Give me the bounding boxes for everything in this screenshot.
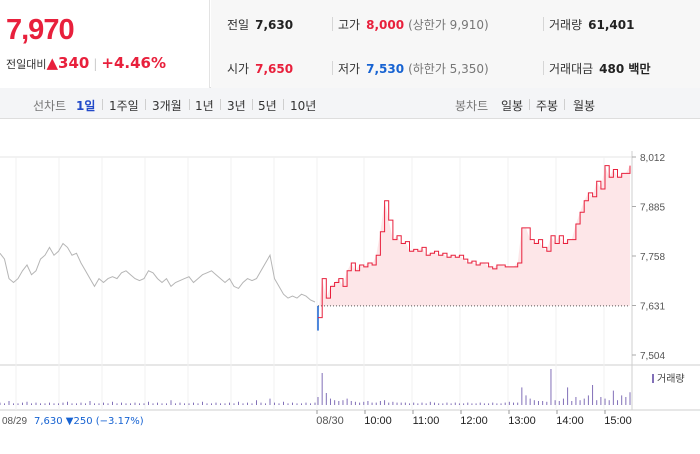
candle-chart-label: 봉차트: [455, 99, 489, 113]
change-divider: |: [93, 57, 98, 71]
prev-day-summary: 7,630 ▼250 (−3.17%): [34, 416, 144, 427]
x-label-5: 14:00: [556, 415, 584, 427]
price-change: 전일대비▲340 | +4.46%: [6, 54, 166, 72]
prev-day-line: [0, 242, 316, 303]
volume-legend-swatch: [652, 374, 654, 383]
tab-10y[interactable]: 10년: [290, 99, 317, 113]
open-price: 시가 7,650: [227, 62, 294, 76]
x-label-3: 12:00: [460, 415, 488, 427]
x-label-1: 10:00: [364, 415, 392, 427]
change-label: 전일대비: [6, 58, 47, 71]
y-tick-label-4: 7,504: [640, 351, 665, 362]
chart-tabs: 선차트 1일 1주일 3개월 1년 3년 5년 10년 봉차트 일봉 주봉 월봉: [0, 88, 700, 119]
tab-3y[interactable]: 3년: [227, 99, 246, 113]
tab-weekly[interactable]: 주봉: [536, 99, 559, 113]
y-tick-label-2: 7,758: [640, 252, 665, 263]
prev-close: 전일 7,630: [227, 18, 294, 32]
today-area-fill: [318, 165, 630, 318]
volume: 거래량 61,401: [549, 18, 635, 32]
today-price-line: [318, 165, 631, 319]
day-high: 고가 8,000 (상한가 9,910): [338, 18, 489, 32]
tab-monthly[interactable]: 월봉: [573, 99, 596, 113]
price-box: 7,970 전일대비▲340 | +4.46%: [0, 0, 210, 88]
x-label-2: 11:00: [413, 415, 440, 427]
x-label-0: 08/30: [316, 415, 344, 427]
current-price: 7,970: [6, 14, 75, 46]
volume-legend-label: 거래량: [657, 373, 685, 385]
y-tick-label-0: 8,012: [640, 153, 665, 164]
tab-1y[interactable]: 1년: [195, 99, 214, 113]
tab-5y[interactable]: 5년: [258, 99, 277, 113]
tab-3m[interactable]: 3개월: [152, 99, 182, 113]
price-chart: 8,012 7,885 7,758 7,631 7,504 거래량 08/29 7,630 ▼…: [0, 120, 700, 450]
tab-1d[interactable]: 1일: [76, 99, 96, 113]
change-value: 340: [58, 54, 90, 72]
x-label-4: 13:00: [508, 415, 536, 427]
x-label-prev-day: 08/29: [2, 416, 27, 427]
up-arrow-icon: ▲: [46, 54, 59, 72]
change-percent: +4.46%: [101, 54, 166, 72]
quote-header: 7,970 전일대비▲340 | +4.46% 전일 7,630 고가 8,000 (상한…: [0, 0, 700, 88]
y-tick-label-1: 7,885: [640, 203, 665, 214]
tab-daily[interactable]: 일봉: [501, 99, 524, 113]
day-low: 저가 7,530 (하한가 5,350): [338, 62, 489, 76]
x-label-6: 15:00: [604, 415, 632, 427]
summary-panel: 전일 7,630 고가 8,000 (상한가 9,910) 거래량 61,401 시가 7…: [211, 0, 700, 88]
trade-amount: 거래대금 480 백만: [549, 62, 651, 76]
tab-1w[interactable]: 1주일: [109, 99, 139, 113]
y-tick-label-3: 7,631: [640, 302, 665, 313]
line-chart-label: 선차트: [33, 99, 67, 113]
chart-svg: 8,012 7,885 7,758 7,631 7,504 거래량 08/29 7,630 ▼…: [0, 151, 700, 427]
